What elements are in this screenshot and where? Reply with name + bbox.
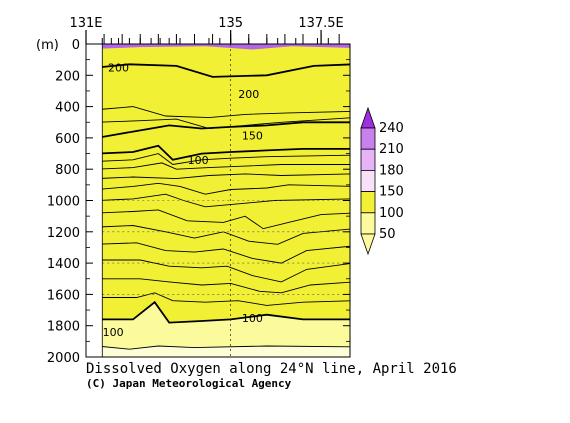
contour-line-4 (102, 117, 350, 129)
y-tick-label-5: 1000 (47, 195, 80, 210)
contour-label-2: 150 (242, 130, 263, 143)
contour-line-14 (102, 278, 350, 294)
contour-label-5: 100 (242, 312, 263, 325)
x-tick-label-0: 131E (69, 16, 102, 31)
y-tick-label-1: 200 (55, 69, 80, 84)
y-tick-label-8: 1600 (47, 288, 80, 303)
y-tick-label-3: 600 (55, 132, 80, 147)
x-axis: 131E 135 137.5E (69, 16, 344, 44)
contour-line-2 (102, 144, 350, 161)
colorbar-label-5: 50 (379, 227, 396, 242)
x-tick-label-2: 137.5E (298, 16, 343, 31)
colorbar-bottom-triangle (360, 233, 376, 256)
colorbar: 240 210 180 150 100 50 (360, 106, 404, 256)
contour-line-13 (102, 259, 350, 283)
contour-line-9 (102, 193, 350, 208)
x-tick-label-1: 135 (218, 16, 243, 31)
contour-line-16 (102, 300, 350, 324)
contour-line-17 (102, 345, 350, 350)
contour-label-0: 200 (108, 61, 129, 74)
contour-line-5 (102, 153, 350, 165)
y-axis: 0 200 400 600 800 1000 1200 1400 1600 1800 2000 (47, 38, 350, 366)
colorbar-segment-0 (360, 127, 376, 150)
contour-line-0 (102, 63, 350, 78)
y-tick-label-10: 2000 (47, 351, 80, 366)
chart-title: Dissolved Oxygen along 24°N line, April … (86, 361, 457, 377)
band-deepest (102, 346, 350, 357)
colorbar-segment-4 (360, 212, 376, 235)
contour-line-3 (102, 106, 350, 119)
colorbar-segment-3 (360, 191, 376, 214)
contour-fill-area (102, 44, 350, 357)
contour-line-12 (102, 242, 350, 264)
y-tick-label-4: 800 (55, 163, 80, 178)
contour-label-3: 100 (188, 154, 209, 167)
colorbar-top-triangle (360, 106, 376, 129)
colorbar-label-0: 240 (379, 121, 404, 136)
contour-label-4: 100 (103, 326, 124, 339)
colorbar-segment-2 (360, 169, 376, 192)
contour-line-8 (102, 182, 350, 195)
colorbar-label-3: 150 (379, 185, 404, 200)
y-tick-label-6: 1200 (47, 226, 80, 241)
y-tick-label-9: 1800 (47, 320, 80, 335)
y-tick-label-2: 400 (55, 101, 80, 116)
grid-lines (102, 44, 350, 357)
y-axis-unit-label: (m) (36, 38, 59, 53)
contour-label-1: 200 (238, 88, 259, 101)
y-tick-label-0: 0 (72, 38, 80, 53)
band-top-strip (102, 44, 350, 50)
chart-credit: (C) Japan Meteorological Agency (86, 377, 292, 390)
colorbar-label-2: 180 (379, 163, 404, 178)
contour-line-6 (102, 162, 350, 170)
contour-line-10 (102, 209, 350, 230)
contour-line-7 (102, 173, 350, 180)
band-50-100-upper (102, 44, 350, 323)
contour-labels: 200 200 150 100 100 100 (103, 61, 263, 339)
contour-line-15 (102, 292, 350, 306)
colorbar-segment-1 (360, 148, 376, 171)
colorbar-label-1: 210 (379, 142, 404, 157)
colorbar-label-4: 100 (379, 206, 404, 221)
y-tick-label-7: 1400 (47, 257, 80, 272)
